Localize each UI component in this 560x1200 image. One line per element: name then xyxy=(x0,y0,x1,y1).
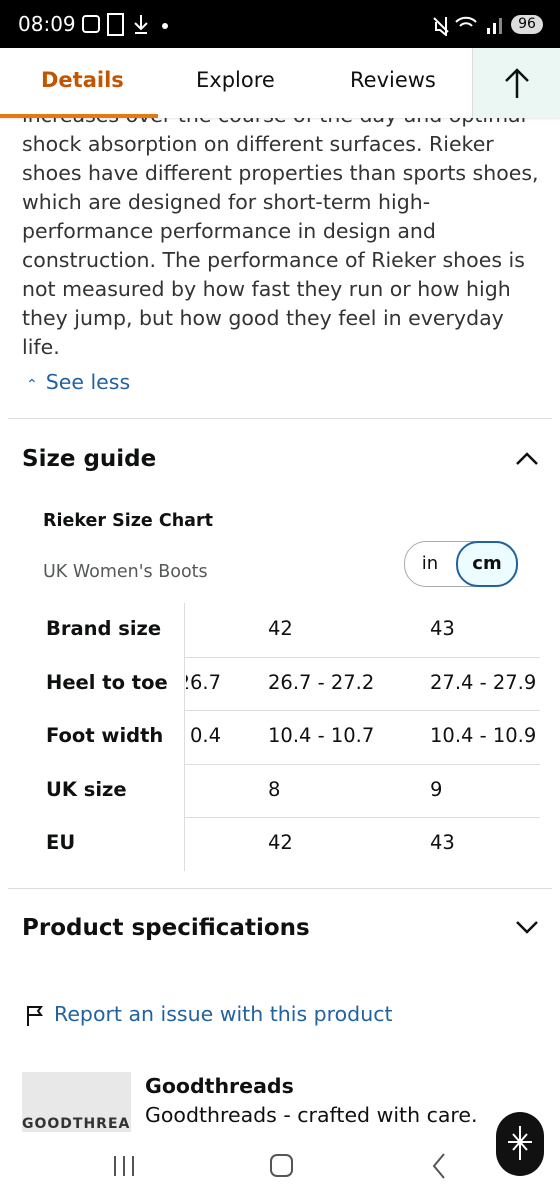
chart-subtitle: UK Women's Boots xyxy=(43,562,208,582)
tab[interactable]: Reviews xyxy=(350,68,436,92)
unit-option[interactable]: in xyxy=(421,553,439,574)
report-link[interactable]: Report an issue with this product xyxy=(54,1002,393,1026)
row-divider xyxy=(184,817,540,818)
tab[interactable]: Details xyxy=(41,68,124,92)
table-cell: 27.4 - 27.9 xyxy=(430,670,537,694)
table-cell: 9 xyxy=(430,777,443,801)
column-divider xyxy=(184,603,185,871)
row-label: Heel to toe xyxy=(46,670,168,694)
flag-icon xyxy=(27,1006,43,1026)
row-label: Brand size xyxy=(46,617,162,640)
brand-name: Goodthreads xyxy=(145,1074,294,1098)
description: increases over the course of the day and… xyxy=(22,103,539,359)
unit-option[interactable]: cm xyxy=(456,541,518,587)
row-label: EU xyxy=(46,831,76,854)
table-cell: 26.7 - 27.2 xyxy=(268,670,375,694)
table-cell: 43 xyxy=(430,831,455,854)
brand-tagline: Goodthreads - crafted with care. xyxy=(145,1103,478,1127)
tab[interactable]: Explore xyxy=(196,68,275,92)
cell-clip: 0.4 xyxy=(186,724,246,754)
size-table: Brand size 42 43 Heel to toe 26.7 26.7 - 27.2… xyxy=(0,603,560,871)
row-divider xyxy=(184,710,540,711)
see-less[interactable]: See less xyxy=(45,370,131,394)
row-label: UK size xyxy=(46,777,127,801)
table-cell: 10.4 - 10.7 xyxy=(268,724,375,747)
signal-icons xyxy=(433,16,502,36)
navigation-bar xyxy=(0,1140,560,1200)
table-cell: 26.7 xyxy=(186,670,221,694)
row-divider xyxy=(184,656,540,658)
row-label: Foot width xyxy=(46,724,164,747)
brand-logo: GOODTHREADS xyxy=(22,1072,131,1132)
chart-title: Rieker Size Chart xyxy=(43,511,213,531)
divider xyxy=(8,888,552,889)
unit-toggle: in cm xyxy=(404,541,518,587)
battery: 96 xyxy=(511,15,543,34)
table-cell: 43 xyxy=(430,617,455,640)
see-less-link[interactable]: ⌃ See less xyxy=(26,370,131,394)
table-cell: 10.4 - 10.9 xyxy=(430,724,537,747)
table-cell: 8 xyxy=(268,777,281,801)
logo-text: GOODTHREADS xyxy=(22,1116,131,1132)
tab-indicator xyxy=(0,114,158,118)
collapse-icon[interactable] xyxy=(512,448,542,470)
divider xyxy=(8,418,552,419)
tab-bar: Details Explore Reviews xyxy=(0,48,560,118)
expand-icon[interactable] xyxy=(512,916,542,938)
section-title: Size guide xyxy=(22,446,157,472)
floating-button[interactable] xyxy=(496,1112,544,1176)
cell-clip: 26.7 xyxy=(186,671,246,701)
table-cell: 42 xyxy=(268,617,293,640)
status-bar: 08:09 96 xyxy=(0,0,560,48)
scroll-top-button[interactable] xyxy=(472,48,560,118)
row-divider xyxy=(184,763,540,765)
clock: 08:09 xyxy=(18,12,76,36)
status-icons xyxy=(82,13,168,36)
table-cell: 0.4 xyxy=(189,724,221,747)
table-cell: 42 xyxy=(268,831,293,854)
section-title: Product specifications xyxy=(22,915,310,941)
